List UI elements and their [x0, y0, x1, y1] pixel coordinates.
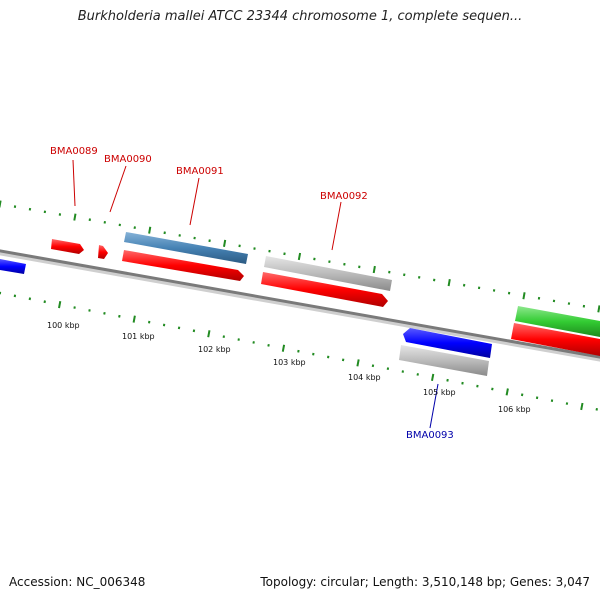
gene-label-bma0091[interactable]: BMA0091 — [176, 166, 224, 177]
major-tick — [505, 388, 509, 396]
gene-arrow-bma0092[interactable] — [261, 272, 388, 307]
minor-tick — [43, 300, 46, 304]
minor-tick — [567, 302, 571, 305]
minor-tick — [252, 341, 255, 344]
leader-bma0091 — [189, 177, 200, 226]
gene-block-bma0092-grey[interactable] — [264, 256, 392, 291]
minor-tick — [133, 226, 136, 230]
minor-tick — [371, 364, 375, 368]
backbone — [0, 249, 600, 359]
major-tick — [431, 373, 435, 381]
gene-arrow-bma0090[interactable] — [98, 245, 108, 259]
kbp-labels: 100 kbp 101 kbp 102 kbp 103 kbp 104 kbp … — [47, 321, 531, 414]
gene-label-bma0089[interactable]: BMA0089 — [50, 146, 98, 157]
major-tick — [223, 239, 227, 247]
minor-tick — [595, 407, 598, 411]
kbp-label: 106 kbp — [498, 405, 531, 414]
gene-block-bma0091-highlight[interactable] — [124, 232, 248, 264]
label-leaders — [72, 159, 439, 429]
gene-label-bma0092[interactable]: BMA0092 — [320, 191, 368, 202]
minor-tick — [446, 378, 449, 382]
leader-bma0093 — [429, 383, 439, 429]
kbp-label: 101 kbp — [122, 332, 155, 341]
minor-tick — [462, 283, 466, 287]
minor-tick — [403, 273, 406, 277]
major-tick — [372, 265, 376, 274]
gene-arrow-bma0091[interactable] — [122, 250, 244, 281]
minor-tick — [28, 207, 32, 211]
major-tick — [356, 359, 360, 367]
minor-tick — [491, 387, 494, 391]
minor-tick — [192, 329, 196, 333]
major-tick — [297, 252, 302, 261]
gene-label-bma0090[interactable]: BMA0090 — [104, 154, 152, 165]
leader-bma0090 — [109, 165, 127, 213]
gene-block-bma0093-grey[interactable] — [399, 345, 489, 376]
major-tick — [597, 305, 600, 313]
kbp-label: 103 kbp — [273, 358, 306, 367]
gene-label-bma0093[interactable]: BMA0093 — [406, 430, 454, 441]
major-tick — [0, 200, 2, 208]
backbone-shadow — [0, 250, 600, 362]
major-tick — [281, 344, 286, 352]
upper-dotted-track — [0, 200, 600, 313]
minor-tick — [267, 343, 270, 347]
major-tick — [58, 301, 62, 309]
gene-arrow-bma0089[interactable] — [51, 239, 84, 254]
accession-text: Accession: NC_006348 — [9, 575, 146, 589]
major-tick — [580, 402, 584, 411]
reverse-gene-left-edge[interactable] — [0, 259, 26, 274]
gene-labels: BMA0089 BMA0090 BMA0091 BMA0092 BMA0093 — [50, 146, 454, 441]
minor-tick — [177, 326, 181, 330]
leader-bma0089 — [72, 159, 76, 207]
gene-arrow-bma0093[interactable] — [403, 328, 492, 358]
minor-tick — [118, 314, 121, 318]
major-tick — [148, 226, 152, 234]
leader-bma0092 — [331, 201, 342, 251]
major-tick — [447, 279, 451, 287]
kbp-label: 102 kbp — [198, 345, 231, 354]
minor-tick — [341, 358, 345, 362]
minor-tick — [28, 297, 32, 301]
major-tick — [522, 292, 526, 300]
major-tick — [73, 213, 77, 221]
map-title: Burkholderia mallei ATCC 23344 chromosom… — [77, 9, 523, 24]
feature-layer — [0, 232, 600, 376]
sequence-summary: Topology: circular; Length: 3,510,148 bp… — [260, 575, 590, 589]
kbp-label: 105 kbp — [423, 388, 456, 397]
kbp-label: 104 kbp — [348, 373, 381, 382]
minor-tick — [520, 393, 524, 397]
major-tick — [207, 330, 211, 338]
minor-tick — [565, 402, 569, 405]
red-gene-right-edge[interactable] — [511, 323, 600, 356]
minor-tick — [103, 311, 106, 315]
green-gene-right-edge[interactable] — [515, 306, 600, 337]
minor-tick — [416, 373, 419, 376]
lower-dotted-track — [0, 291, 598, 411]
major-tick — [132, 315, 136, 323]
kbp-label: 100 kbp — [47, 321, 80, 330]
